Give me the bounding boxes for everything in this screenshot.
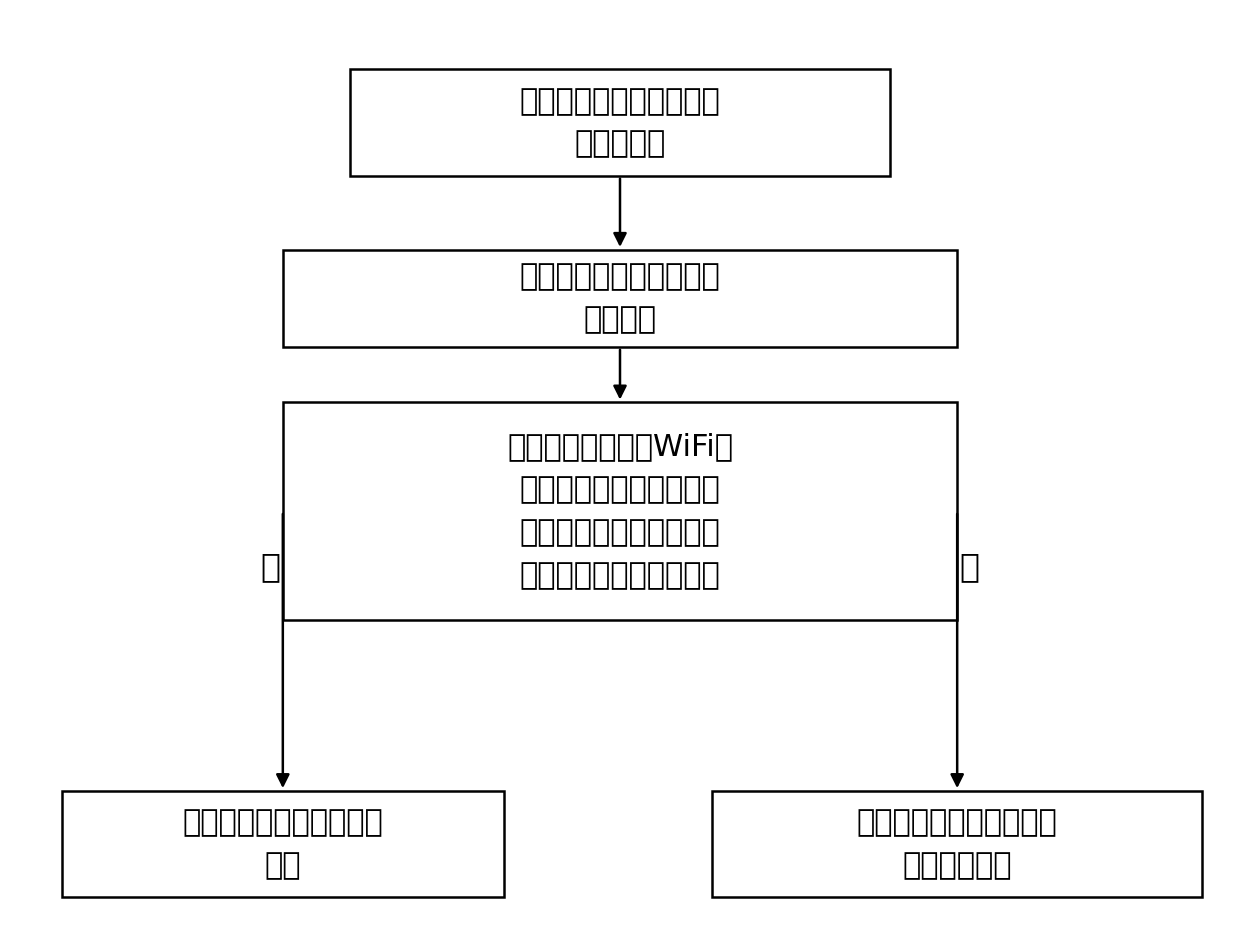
Text: 根据异构网络中对WiFi网
络的连接时间是否确定进
行设置，进而采取不同的
方法进行求解最优卸载量: 根据异构网络中对WiFi网 络的连接时间是否确定进 行设置，进而采取不同的 方法… — [507, 433, 733, 590]
Bar — [350, 69, 890, 176]
Text: 否: 否 — [260, 550, 280, 583]
Bar — [283, 403, 957, 620]
Text: 构造李雅普诺夫函数以及
目标函数: 构造李雅普诺夫函数以及 目标函数 — [520, 263, 720, 334]
Text: 采取拉格朗日优化方法求
解最优卸载量: 采取拉格朗日优化方法求 解最优卸载量 — [857, 808, 1058, 880]
Text: 建立用户卸载任务请求，
并预置参数: 建立用户卸载任务请求， 并预置参数 — [520, 86, 720, 159]
Text: 是: 是 — [960, 550, 980, 583]
Bar — [283, 250, 957, 346]
Bar — [712, 791, 1203, 898]
Text: 采取随机规划求解最优卸
载量: 采取随机规划求解最优卸 载量 — [182, 808, 383, 880]
Bar — [62, 791, 503, 898]
